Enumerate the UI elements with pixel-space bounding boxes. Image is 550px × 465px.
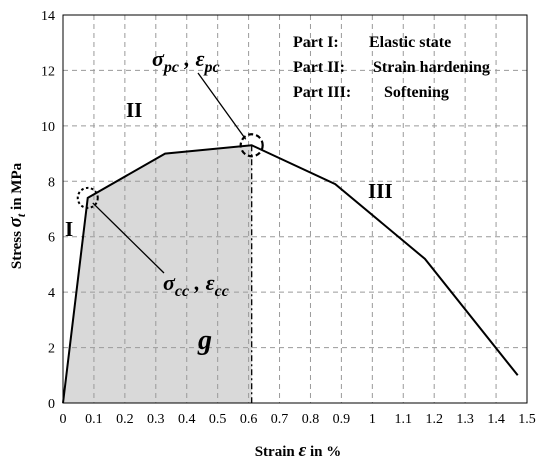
x-tick-label: 1.3 — [456, 412, 474, 427]
x-tick-label: 1.1 — [395, 412, 413, 427]
region-label-I: I — [65, 217, 73, 241]
region-label-III: III — [368, 179, 393, 203]
area-label-g: g — [197, 325, 212, 356]
y-tick-label: 8 — [48, 175, 55, 190]
y-tick-label: 10 — [41, 120, 55, 135]
stress-strain-curve — [62, 144, 519, 404]
x-tick-label: 0.3 — [147, 412, 165, 427]
plot-frame — [62, 14, 528, 404]
y-tick-label: 2 — [48, 342, 55, 357]
cc-point-marker — [76, 186, 99, 209]
y-tick-label: 6 — [48, 231, 55, 246]
y-tick-label: 14 — [41, 9, 55, 24]
y-axis-label: Stress σt in MPa — [5, 162, 28, 269]
x-tick-label: 0.8 — [302, 412, 320, 427]
shaded-area — [63, 145, 252, 403]
pc-leader-line — [197, 72, 247, 140]
y-tick-labels: 0 2 4 6 8 10 12 14 — [41, 9, 55, 412]
legend-description: Strain hardening — [373, 59, 490, 76]
x-tick-label: 0.5 — [209, 412, 227, 427]
pc-point-label: σpc , εpc — [152, 46, 220, 76]
x-axis-label: Strain ε in % — [255, 440, 342, 461]
pc-point-marker — [239, 133, 264, 158]
y-tick-label: 4 — [48, 286, 55, 301]
x-tick-label: 0.7 — [271, 412, 289, 427]
y-tick-label: 12 — [41, 64, 55, 79]
x-tick-label: 0.2 — [116, 412, 134, 427]
region-label-II: II — [126, 98, 142, 122]
x-tick-label: 0.6 — [240, 412, 258, 427]
x-tick-labels: 0 0.1 0.2 0.3 0.4 0.5 0.6 0.7 0.8 0.9 1 1.1 1.2 1.3 1.… — [60, 412, 536, 427]
legend-description: Elastic state — [369, 34, 451, 51]
x-tick-label: 0.1 — [85, 412, 103, 427]
x-tick-label: 1.4 — [487, 412, 505, 427]
legend: Part I: Elastic state Part II: Strain harde… — [293, 34, 490, 101]
y-tick-label: 0 — [48, 397, 55, 412]
legend-part: Part III: — [293, 84, 351, 101]
legend-part: Part II: — [293, 59, 345, 76]
x-tick-label: 1.2 — [425, 412, 443, 427]
legend-part: Part I: — [293, 34, 339, 51]
x-tick-label: 1.5 — [518, 412, 536, 427]
grid-lines — [63, 15, 527, 403]
x-tick-label: 1 — [369, 412, 376, 427]
cc-leader-line — [92, 202, 165, 274]
x-tick-label: 0.4 — [178, 412, 196, 427]
cc-point-label: σcc , εcc — [163, 270, 229, 300]
x-tick-label: 0 — [60, 412, 67, 427]
legend-description: Softening — [384, 84, 449, 101]
x-tick-label: 0.9 — [333, 412, 351, 427]
